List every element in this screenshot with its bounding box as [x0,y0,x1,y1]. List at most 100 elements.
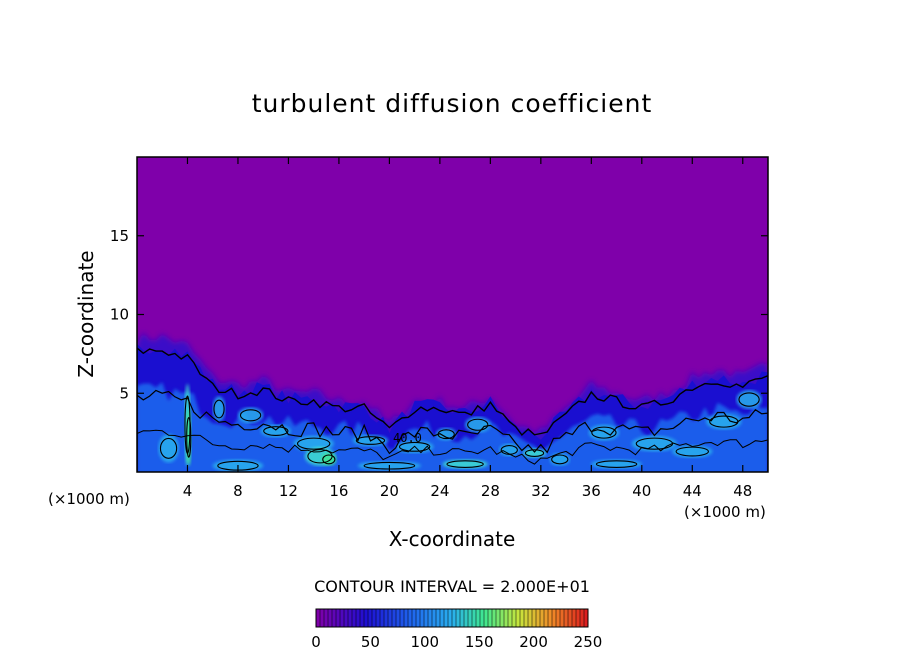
colorbar-swatch [576,609,581,627]
colorbar-swatch [516,609,521,627]
colorbar-swatch [416,609,421,627]
colorbar-swatch [508,609,513,627]
colorbar-swatch [500,609,505,627]
contour-loop [213,399,225,419]
x-tick-label: 28 [481,482,500,500]
colorbar-swatch [344,609,349,627]
colorbar-swatch [568,609,573,627]
colorbar-swatch [436,609,441,627]
y-tick-label: 5 [119,384,129,402]
contour-loop [591,426,617,439]
contour-loop [500,444,518,455]
colorbar-swatch [380,609,385,627]
colorbar-swatch [420,609,425,627]
colorbar-swatch [428,609,433,627]
colorbar-swatch [464,609,469,627]
colorbar-swatch [364,609,369,627]
colorbar-swatch [316,609,321,627]
colorbar-swatch [488,609,493,627]
colorbar-swatch [432,609,437,627]
colorbar-swatch [476,609,481,627]
contour-loop [738,392,760,407]
colorbar-swatch [368,609,373,627]
colorbar-swatch [376,609,381,627]
colorbar-swatch [424,609,429,627]
colorbar-swatch [404,609,409,627]
contour-interval-text: CONTOUR INTERVAL = 2.000E+01 [314,577,590,596]
contour-loop [159,437,178,459]
y-tick-label: 15 [110,227,129,245]
contour-line [137,347,768,472]
contour-loop [239,409,262,422]
y-tick-label: 10 [110,306,129,324]
contour-loop [635,437,674,450]
colorbar-swatch [408,609,413,627]
colorbar-swatch [512,609,517,627]
colorbar-swatch [564,609,569,627]
colorbar-swatch [460,609,465,627]
contour-value-label: 40.0 [393,431,422,445]
colorbar-swatch [492,609,497,627]
colorbar-swatch [328,609,333,627]
colorbar-swatch [332,609,337,627]
colorbar-swatch [472,609,477,627]
contour-lines [137,347,768,472]
colorbar-tick-label: 200 [519,633,548,651]
colorbar-swatch [532,609,537,627]
colorbar-swatch [396,609,401,627]
contour-loop [709,415,739,428]
colorbar-swatch [496,609,501,627]
colorbar-frame [315,608,589,628]
x-tick-label: 44 [683,482,702,500]
colorbar-tick-labels: 0 50 100 150 200 250 [311,633,602,651]
contour-loop [675,446,709,457]
colorbar-tick-label: 100 [410,633,439,651]
colorbar-swatch [356,609,361,627]
colorbar-swatch [388,609,393,627]
colorbar-swatch [452,609,457,627]
x-tick-label: 32 [531,482,550,500]
contour-loop [524,449,545,457]
y-axis-ticks: 5 10 15 [110,227,768,402]
colorbar-swatch [560,609,565,627]
x-tick-label: 8 [233,482,243,500]
colorbar-swatch [320,609,325,627]
x-tick-label: 20 [380,482,399,500]
colorbar-swatch [360,609,365,627]
x-tick-label: 40 [632,482,651,500]
colorbar-swatch [400,609,405,627]
colorbar-swatch [324,609,329,627]
colorbar-swatch [556,609,561,627]
contour-loop [437,429,455,440]
x-unit-right: (×1000 m) [684,503,766,521]
colorbar-tick-label: 0 [311,633,321,651]
colorbar-tick-label: 250 [574,633,603,651]
colorbar-swatch [352,609,357,627]
x-unit-left: (×1000 m) [48,490,130,508]
layer-mid [137,382,768,472]
x-tick-label: 12 [279,482,298,500]
colorbar-swatch [412,609,417,627]
colorbar-swatch [348,609,353,627]
contour-loop [186,416,192,458]
colorbar-swatch [480,609,485,627]
colorbar-swatch [336,609,341,627]
colorbar-swatch [456,609,461,627]
colorbar-swatch [540,609,545,627]
colorbar-swatch [548,609,553,627]
colorbar-swatch [524,609,529,627]
contour-loop [296,437,331,450]
colorbar-swatch [580,609,585,627]
colorbar-tick-label: 150 [465,633,494,651]
colorbar-swatch [384,609,389,627]
contour-loop [355,436,386,445]
x-tick-label: 36 [582,482,601,500]
chart-title: turbulent diffusion coefficient [252,89,653,118]
colorbar-swatch [372,609,377,627]
colorbar-swatch [392,609,397,627]
colorbar-swatch [552,609,557,627]
colorbar-swatch [440,609,445,627]
colorbar-swatch [528,609,533,627]
colorbar-swatch [448,609,453,627]
